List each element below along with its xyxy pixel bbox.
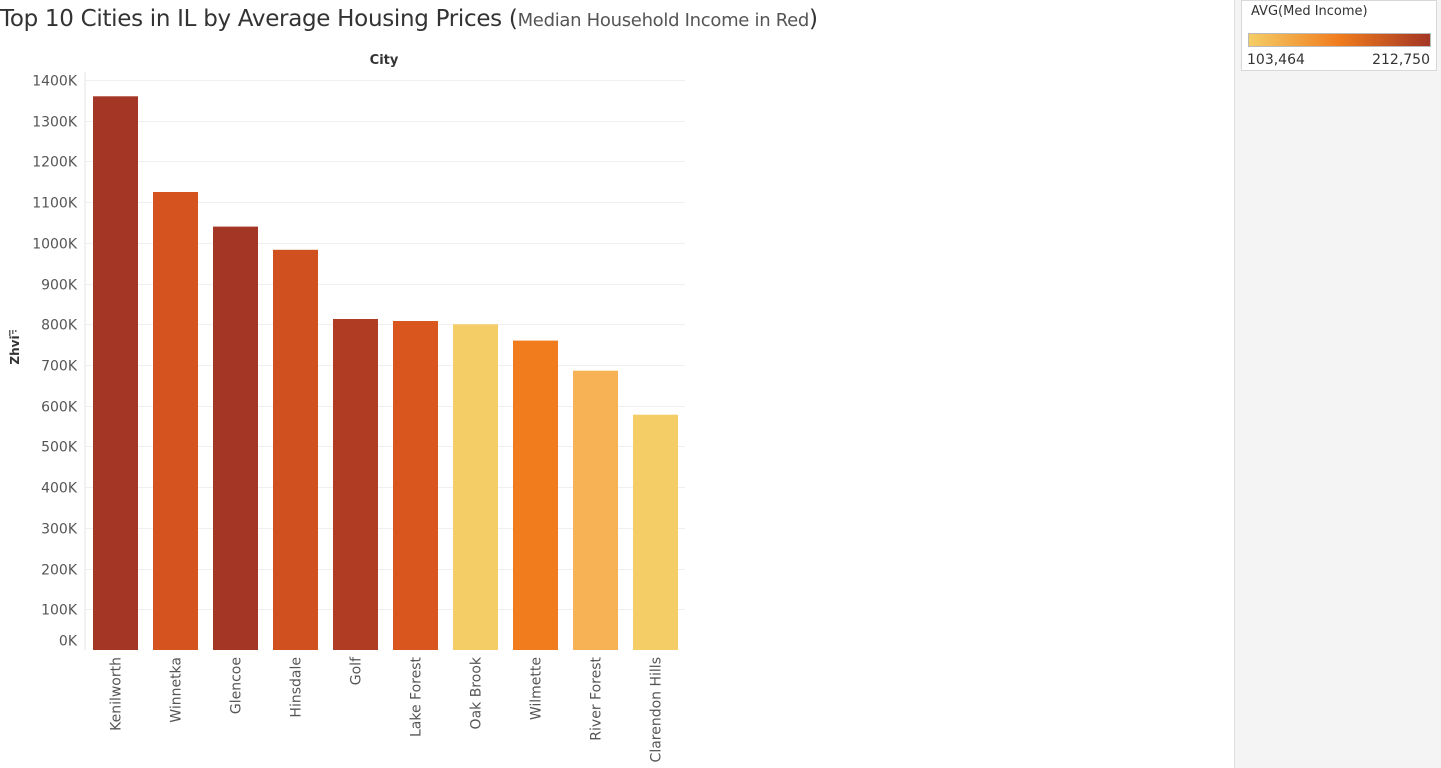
x-tick-label: Wilmette — [529, 657, 545, 720]
x-tick-label: River Forest — [589, 656, 605, 740]
bar-clarendon-hills[interactable] — [633, 414, 678, 650]
color-legend[interactable]: AVG(Med Income) 103,464 212,750 — [1241, 0, 1437, 71]
x-tick-label: Lake Forest — [409, 656, 425, 737]
y-tick-label: 1400K — [32, 74, 78, 90]
y-tick-label: 1200K — [32, 155, 78, 171]
x-tick-label: Golf — [349, 656, 365, 685]
legend-max-label: 212,750 — [1372, 52, 1430, 68]
legend-title: AVG(Med Income) — [1251, 4, 1368, 19]
bar-hinsdale[interactable] — [273, 249, 318, 651]
x-tick-label: Clarendon Hills — [649, 657, 665, 762]
bar-lake-forest[interactable] — [393, 321, 438, 650]
chart-subtitle: Median Household Income in Red — [517, 10, 810, 31]
y-tick-label: 600K — [41, 400, 78, 416]
sort-icon[interactable] — [9, 330, 17, 336]
chart-title-paren-close: ) — [809, 6, 818, 32]
chart-title-main: Top 10 Cities in IL by Average Housing P… — [0, 6, 509, 32]
bar-glencoe[interactable] — [213, 226, 258, 650]
y-tick-label: 700K — [41, 359, 78, 375]
x-tick-label: Hinsdale — [289, 657, 305, 718]
legend-gradient-bar — [1248, 33, 1431, 47]
chart-title: Top 10 Cities in IL by Average Housing P… — [0, 6, 818, 32]
x-tick-label: Winnetka — [169, 657, 185, 723]
x-tick-label: Kenilworth — [109, 657, 125, 731]
y-axis-title: Zhvi — [8, 335, 22, 364]
y-tick-label: 400K — [41, 481, 78, 497]
y-tick-label: 1100K — [32, 196, 78, 212]
bar-oak-brook[interactable] — [453, 324, 498, 650]
x-tick-label: Glencoe — [229, 657, 245, 714]
bar-chart: 0K 100K 200K 300K 400K 500K 600K 700K 800K 900K 10… — [8, 53, 685, 763]
legend-panel: AVG(Med Income) 103,464 212,750 — [1234, 0, 1441, 768]
y-tick-label: 900K — [41, 278, 78, 294]
y-tick-label: 200K — [41, 563, 78, 579]
y-tick-label: 1000K — [32, 237, 78, 253]
y-tick-label: 500K — [41, 440, 78, 456]
y-axis-ticks: 0K 100K 200K 300K 400K 500K 600K 700K 800K 900K 10… — [32, 74, 78, 650]
x-tick-label: Oak Brook — [469, 656, 485, 729]
y-tick-label: 1300K — [32, 115, 78, 131]
bar-kenilworth[interactable] — [93, 96, 138, 651]
bar-wilmette[interactable] — [513, 340, 558, 650]
bar-river-forest[interactable] — [573, 370, 618, 650]
y-tick-label: 300K — [41, 522, 78, 538]
y-tick-label: 800K — [41, 318, 78, 334]
legend-min-label: 103,464 — [1247, 52, 1305, 68]
bar-winnetka[interactable] — [153, 192, 198, 650]
y-tick-label: 0K — [59, 634, 78, 650]
bar-golf[interactable] — [333, 319, 378, 650]
x-axis-labels: Kenilworth Winnetka Glencoe Hinsdale Golf Lak… — [109, 656, 665, 763]
bars — [93, 96, 678, 651]
y-tick-label: 100K — [41, 603, 78, 619]
chart-title-paren-open: ( — [508, 6, 518, 32]
column-header: City — [370, 53, 399, 68]
